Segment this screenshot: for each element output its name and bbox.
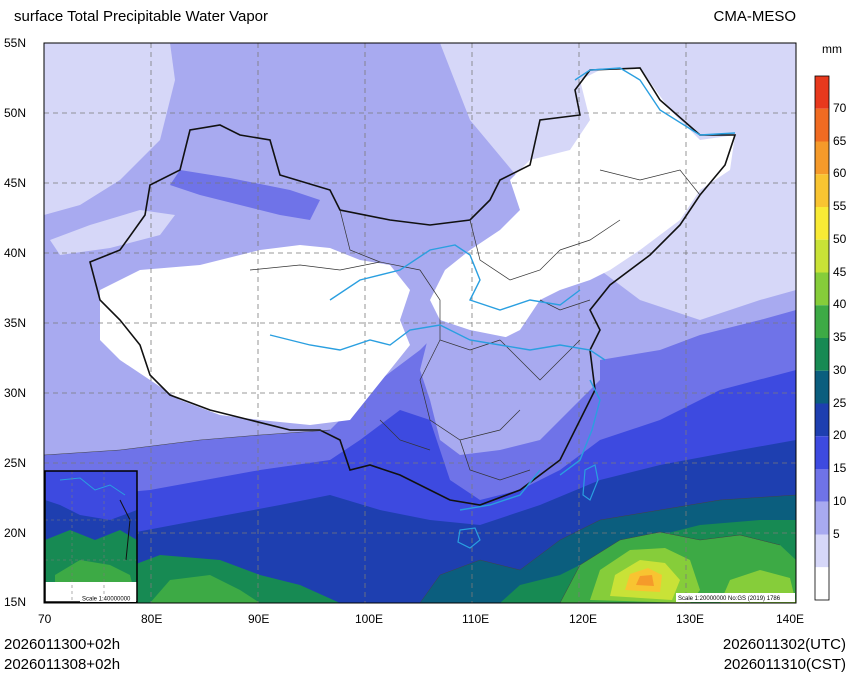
colorbar-label: 30 xyxy=(833,362,847,377)
lat-label-35: 35N xyxy=(4,316,27,330)
graticule xyxy=(44,43,796,603)
field-basin-west xyxy=(50,210,175,255)
colorbar-swatch xyxy=(815,469,829,502)
lat-label-20: 20N xyxy=(4,526,27,540)
colorbar-label: 15 xyxy=(833,461,847,475)
taiwan-outline xyxy=(582,464,599,501)
colorbar-label: 10 xyxy=(833,493,847,508)
colorbar-swatch xyxy=(815,370,829,404)
field-central-china xyxy=(420,330,600,455)
colorbar-swatch xyxy=(815,534,829,568)
lon-label-110: 110E xyxy=(462,612,490,626)
colorbar-label: 25 xyxy=(833,395,847,410)
map-field xyxy=(44,43,796,603)
lat-label-45: 45N xyxy=(4,176,27,190)
lon-label-120: 120E xyxy=(569,612,598,626)
model-name: CMA-MESO xyxy=(713,8,797,25)
province-borders xyxy=(249,169,701,481)
colorbar-label: 20 xyxy=(833,428,847,443)
colorbar-label: 5 xyxy=(833,526,840,541)
colorbar xyxy=(814,75,830,601)
field-mask-north-china xyxy=(430,68,735,340)
colorbar-swatch xyxy=(815,338,829,371)
field-basin-north xyxy=(170,170,320,220)
field-mask-plateau xyxy=(100,245,410,425)
lat-label-25: 25N xyxy=(4,456,27,470)
rivers xyxy=(269,67,736,511)
footer-left-1: 2026011300+02h xyxy=(4,636,121,653)
contours xyxy=(44,429,796,603)
lon-label-70: 70 xyxy=(38,612,52,626)
colorbar-swatch xyxy=(815,108,829,142)
colorbar-swatch xyxy=(815,305,829,338)
colorbar-label: 35 xyxy=(833,330,847,344)
map-title: surface Total Precipitable Water Vapor xyxy=(14,8,269,25)
inset-scale: Scale 1:40000000 xyxy=(82,597,131,603)
lat-label-50: 50N xyxy=(4,106,27,120)
colorbar-swatch xyxy=(815,174,829,207)
map-frame xyxy=(43,42,797,604)
footer-right-2: 2026011310(CST) xyxy=(723,656,846,673)
colorbar-swatch xyxy=(815,76,829,109)
lat-label-40: 40N xyxy=(4,246,27,260)
lat-label-15: 15N xyxy=(4,595,27,609)
colorbar-frame xyxy=(814,75,830,601)
colorbar-swatch xyxy=(815,501,829,535)
colorbar-label: 65 xyxy=(833,133,847,148)
colorbar-swatch xyxy=(815,403,829,437)
lon-label-100: 100E xyxy=(355,612,384,626)
field-under-5-west xyxy=(44,43,175,215)
lon-label-90: 90E xyxy=(248,612,270,626)
hainan-outline xyxy=(457,527,481,549)
colorbar-label: 55 xyxy=(833,199,847,213)
colorbar-swatch xyxy=(815,567,829,600)
colorbar-swatch xyxy=(815,207,829,240)
lat-label-55: 55N xyxy=(4,36,27,50)
lon-label-140: 140E xyxy=(776,612,805,626)
footer-right-1: 2026011302(UTC) xyxy=(722,636,846,653)
colorbar-swatch xyxy=(815,141,829,175)
colorbar-unit: mm xyxy=(822,42,842,56)
lon-label-130: 130E xyxy=(676,612,705,626)
field-green-west xyxy=(100,555,340,603)
colorbar-swatch xyxy=(815,436,829,469)
map-note: Scale 1:20000000 No:GS (2019) 1786 xyxy=(678,596,781,602)
colorbar-label: 45 xyxy=(833,264,847,279)
lon-label-80: 80E xyxy=(141,612,163,626)
colorbar-label: 70 xyxy=(833,100,847,115)
colorbar-label: 50 xyxy=(833,231,847,246)
field-green-west-2 xyxy=(150,575,260,603)
colorbar-label: 40 xyxy=(833,297,847,312)
inset-map xyxy=(44,470,138,603)
field-60-plus xyxy=(636,575,654,586)
colorbar-swatch xyxy=(815,272,829,306)
colorbar-label: 60 xyxy=(833,166,847,181)
lat-label-30: 30N xyxy=(4,386,27,400)
map-note-box xyxy=(676,593,795,602)
colorbar-swatch xyxy=(815,239,829,273)
footer-left-2: 2026011308+02h xyxy=(4,656,121,673)
